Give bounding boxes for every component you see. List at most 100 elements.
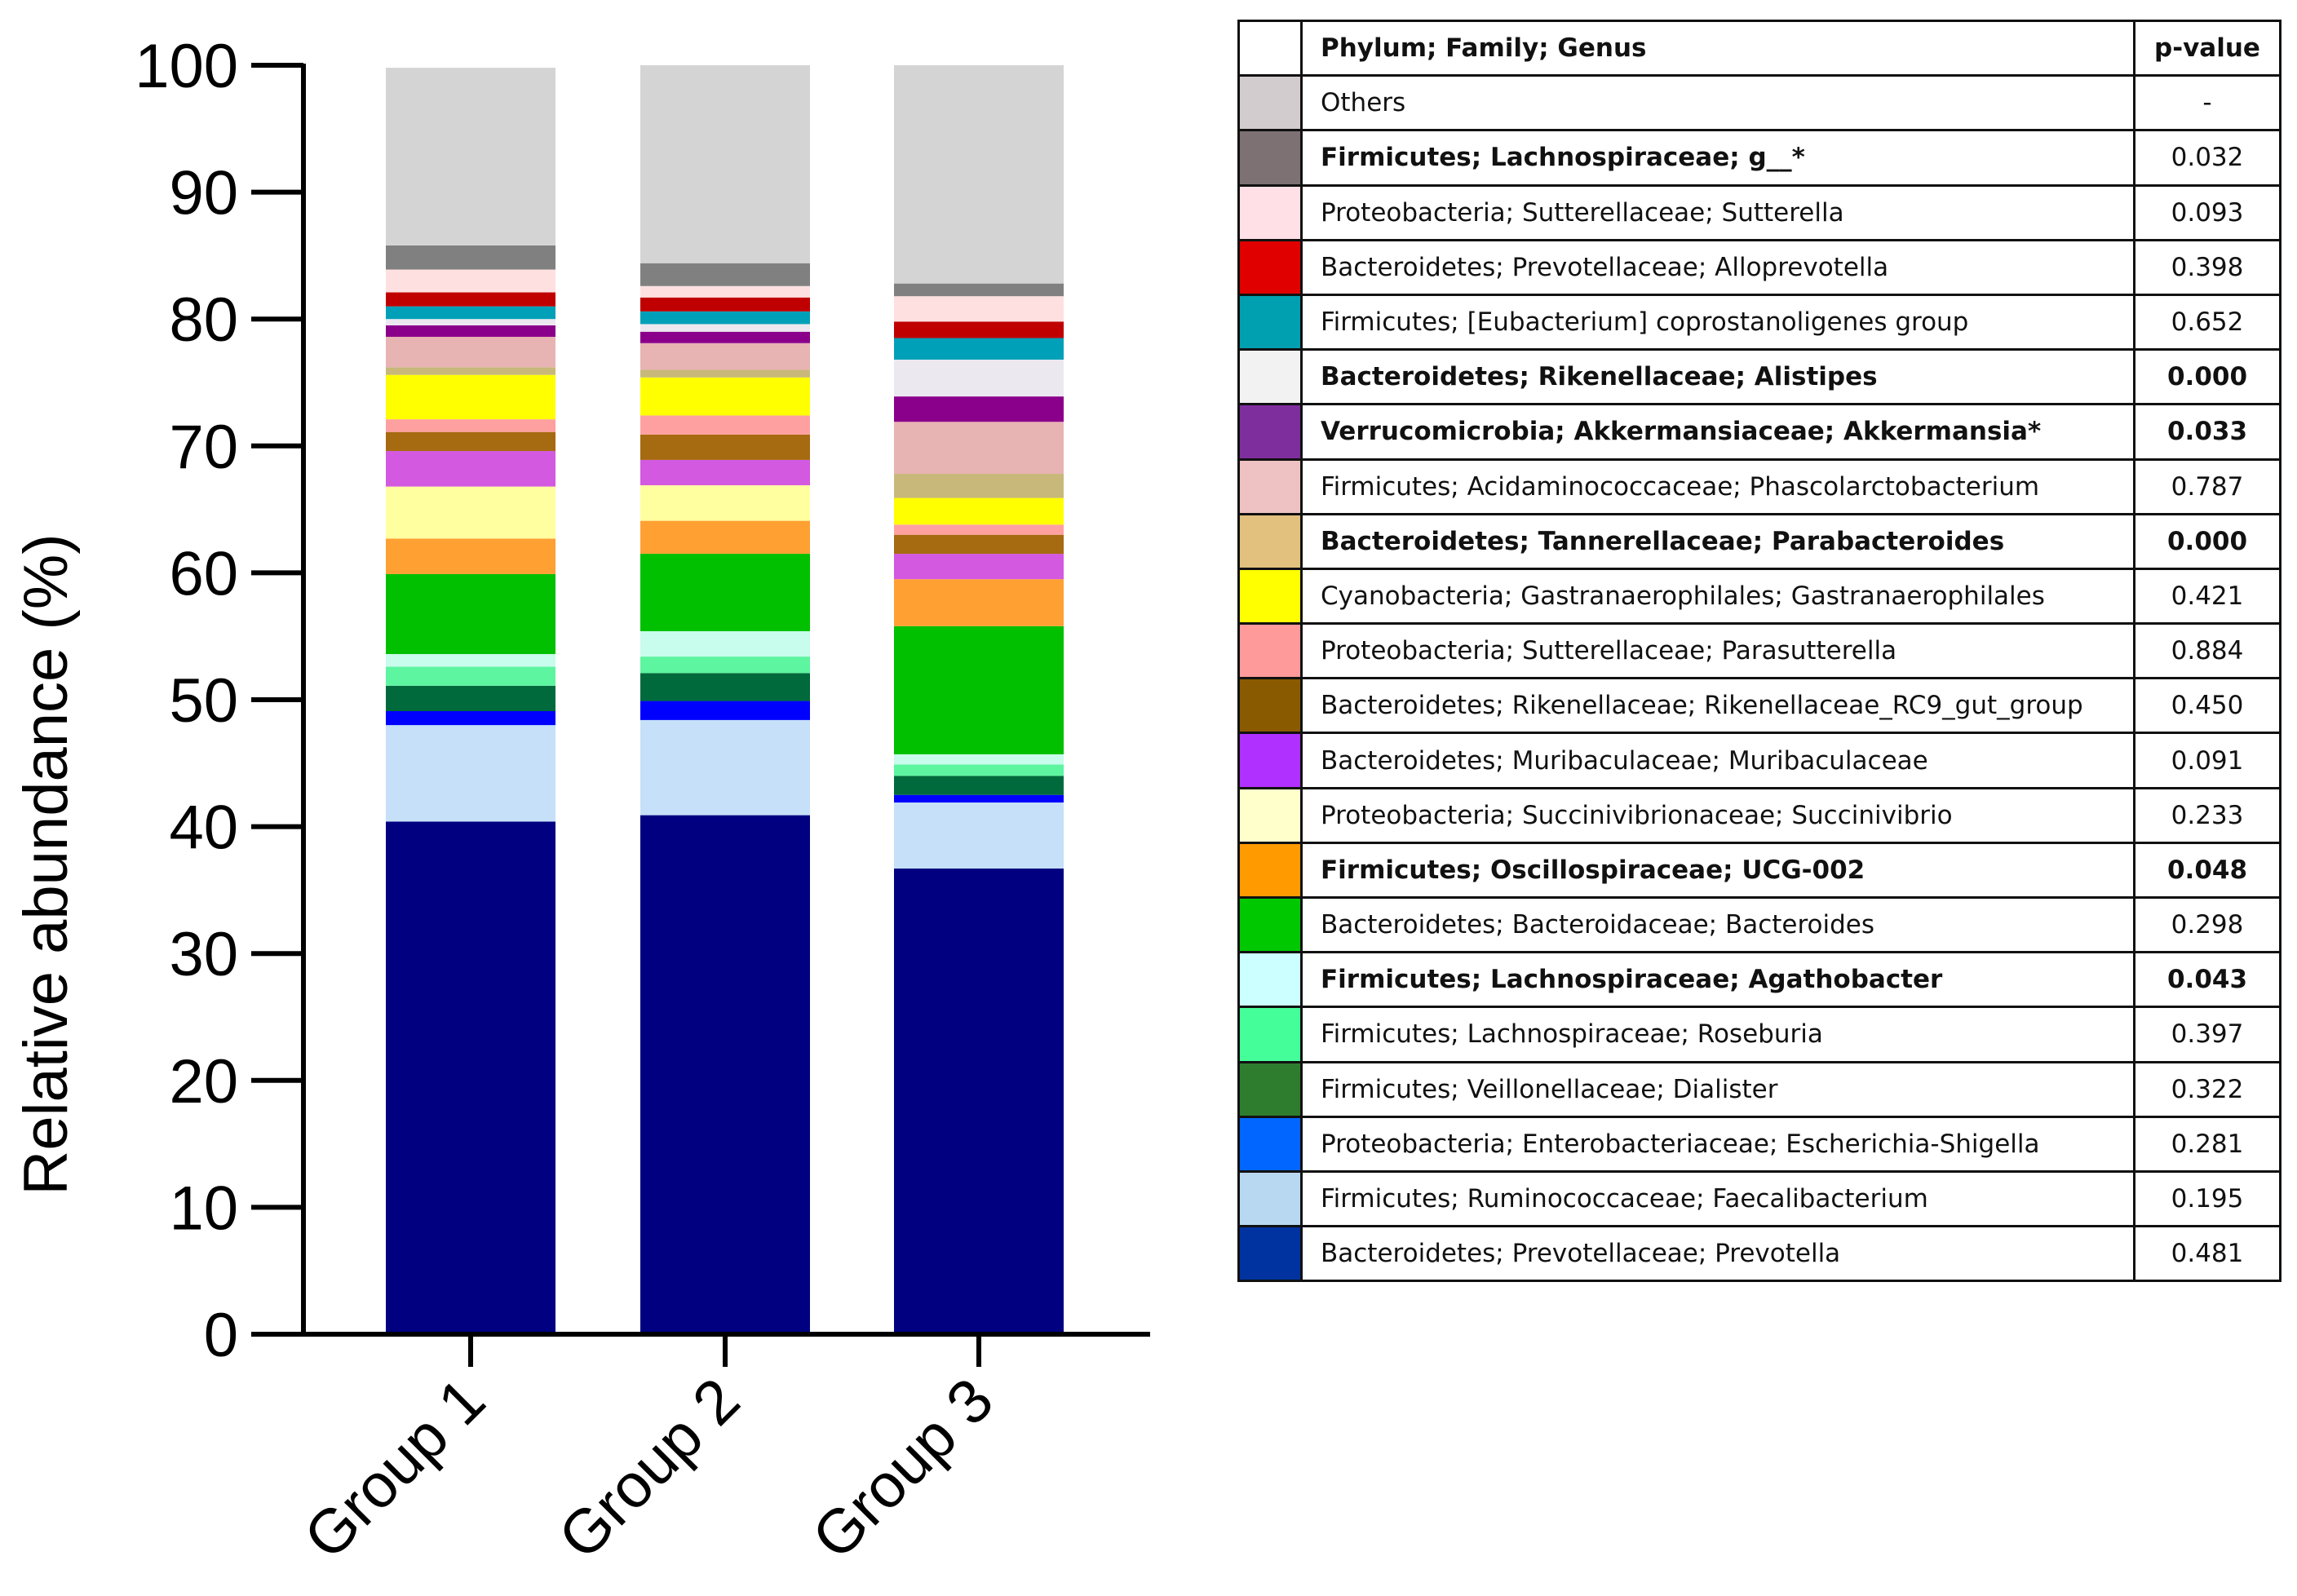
legend-taxon-label: Bacteroidetes; Rikenellaceae; Rikenellac…: [1300, 677, 2135, 735]
legend-pvalue: 0.048: [2133, 841, 2282, 900]
legend-swatch: [1237, 732, 1303, 789]
bar-segment-3-14: [894, 474, 1064, 498]
bar-segment-2-21: [640, 263, 810, 286]
legend-pvalue: 0.421: [2133, 567, 2282, 626]
bar-segment-3-21: [894, 283, 1064, 297]
x-tick-label-2: Group 2: [546, 1365, 753, 1572]
legend-taxon-label: Bacteroidetes; Rikenellaceae; Alistipes: [1300, 348, 2135, 406]
legend-taxon-label: Bacteroidetes; Prevotellaceae; Prevotell…: [1300, 1225, 2135, 1283]
legend-pvalue: 0.298: [2133, 895, 2282, 954]
legend-swatch-color: [1240, 295, 1300, 349]
legend-swatch-color: [1240, 899, 1300, 952]
legend-swatch: [1237, 1006, 1303, 1063]
legend-swatch: [1237, 458, 1303, 515]
bar-segment-2-7: [640, 554, 810, 631]
bar-segment-2-8: [640, 520, 810, 555]
legend-swatch-color: [1240, 1008, 1300, 1061]
bar-segment-1-22: [386, 68, 555, 245]
legend-taxon-label: Firmicutes; [Eubacterium] coprostanolige…: [1300, 293, 2135, 351]
legend-taxon-label: Bacteroidetes; Bacteroidaceae; Bacteroid…: [1300, 895, 2135, 954]
y-axis-label: Relative abundance (%): [11, 533, 81, 1195]
y-tick-label-90: 90: [169, 159, 238, 228]
legend-pvalue: 0.000: [2133, 512, 2282, 570]
legend-taxon-label: Firmicutes; Lachnospiraceae; Agathobacte…: [1300, 951, 2135, 1009]
legend-row: Proteobacteria; Succinivibrionaceae; Suc…: [1237, 786, 2282, 844]
legend-swatch-color: [1240, 241, 1300, 294]
legend-swatch-color: [1240, 460, 1300, 513]
legend-swatch: [1237, 1115, 1303, 1173]
legend-taxon-label: Verrucomicrobia; Akkermansiaceae; Akkerm…: [1300, 403, 2135, 461]
legend-pvalue: 0.481: [2133, 1225, 2282, 1283]
bar-segment-1-17: [386, 319, 555, 325]
legend-pvalue: 0.652: [2133, 293, 2282, 351]
legend-row: Bacteroidetes; Rikenellaceae; Alistipes 0…: [1237, 348, 2282, 406]
bar-segment-1-1: [386, 821, 555, 1334]
legend-pvalue: 0.398: [2133, 238, 2282, 296]
legend-row: Bacteroidetes; Muribaculaceae; Muribacul…: [1237, 732, 2282, 789]
legend-header-pvalue: p-value: [2133, 19, 2282, 77]
legend-row: Bacteroidetes; Prevotellaceae; Prevotell…: [1237, 1225, 2282, 1283]
bar-segment-2-11: [640, 434, 810, 460]
bar-segment-3-4: [894, 776, 1064, 795]
legend-swatch: [1237, 895, 1303, 954]
bar-segment-1-11: [386, 431, 555, 452]
legend-swatch-color: [1240, 625, 1300, 678]
legend-swatch: [1237, 567, 1303, 626]
legend-taxon-label: Firmicutes; Veillonellaceae; Dialister: [1300, 1060, 2135, 1118]
legend-swatch-color: [1240, 679, 1300, 732]
bar-segment-2-1: [640, 815, 810, 1334]
bar-segment-1-2: [386, 725, 555, 822]
legend-row: Verrucomicrobia; Akkermansiaceae; Akkerm…: [1237, 403, 2282, 461]
bar-segment-2-18: [640, 311, 810, 325]
legend-swatch: [1237, 951, 1303, 1009]
legend-swatch: [1237, 1169, 1303, 1228]
bars-layer: [386, 65, 1064, 1334]
y-tick-label-100: 100: [135, 32, 238, 101]
bar-segment-1-16: [386, 325, 555, 337]
bar-segment-3-11: [894, 534, 1064, 555]
legend-swatch: [1237, 129, 1303, 187]
legend-pvalue: 0.397: [2133, 1006, 2282, 1063]
y-tick-label-80: 80: [169, 285, 238, 355]
legend-swatch: [1237, 293, 1303, 351]
bar-segment-2-15: [640, 343, 810, 370]
bar-segment-2-12: [640, 415, 810, 435]
y-tick-label-10: 10: [169, 1174, 238, 1243]
legend-row: Firmicutes; [Eubacterium] coprostanolige…: [1237, 293, 2282, 351]
y-tick-label-60: 60: [169, 539, 238, 608]
legend-pvalue: 0.281: [2133, 1115, 2282, 1173]
legend-row: Cyanobacteria; Gastranaerophilales; Gast…: [1237, 567, 2282, 626]
bar-segment-2-9: [640, 485, 810, 521]
bar-segment-2-14: [640, 369, 810, 378]
bar-segment-3-17: [894, 359, 1064, 397]
legend-taxon-label: Firmicutes; Oscillospiraceae; UCG-002: [1300, 841, 2135, 900]
bar-segment-1-6: [386, 653, 555, 667]
legend-body: Others - Firmicutes; Lachnospiraceae; g__*…: [1237, 74, 2282, 1283]
bar-segment-1-21: [386, 245, 555, 270]
x-tick-label-1: Group 1: [291, 1365, 498, 1572]
legend-swatch: [1237, 1225, 1303, 1283]
legend-swatch: [1237, 677, 1303, 735]
bar-segment-2-3: [640, 701, 810, 720]
legend-taxon-label: Proteobacteria; Succinivibrionaceae; Suc…: [1300, 786, 2135, 844]
y-tick-label-70: 70: [169, 413, 238, 482]
legend-swatch: [1237, 403, 1303, 461]
legend-row: Bacteroidetes; Rikenellaceae; Rikenellac…: [1237, 677, 2282, 735]
legend-row: Firmicutes; Ruminococcaceae; Faecalibact…: [1237, 1169, 2282, 1228]
legend-pvalue: 0.093: [2133, 183, 2282, 241]
legend-swatch-color: [1240, 843, 1300, 896]
legend-taxon-label: Proteobacteria; Sutterellaceae; Sutterel…: [1300, 183, 2135, 241]
legend-taxon-label: Bacteroidetes; Prevotellaceae; Alloprevo…: [1300, 238, 2135, 296]
bar-segment-3-6: [894, 754, 1064, 765]
legend-table: Phylum; Family; Genus p-value Others - Fir…: [1237, 19, 2282, 1283]
legend-row: Firmicutes; Lachnospiraceae; Roseburia 0.…: [1237, 1006, 2282, 1063]
bar-segment-3-3: [894, 794, 1064, 803]
legend-swatch-color: [1240, 77, 1300, 130]
legend-row: Firmicutes; Lachnospiraceae; Agathobacte…: [1237, 951, 2282, 1009]
legend-taxon-label: Cyanobacteria; Gastranaerophilales; Gast…: [1300, 567, 2135, 626]
legend-row: Bacteroidetes; Tannerellaceae; Parabacte…: [1237, 512, 2282, 570]
legend-row: Proteobacteria; Sutterellaceae; Parasutt…: [1237, 622, 2282, 680]
legend-swatch-color: [1240, 1172, 1300, 1226]
legend-row: Bacteroidetes; Prevotellaceae; Alloprevo…: [1237, 238, 2282, 296]
legend-swatch: [1237, 183, 1303, 241]
